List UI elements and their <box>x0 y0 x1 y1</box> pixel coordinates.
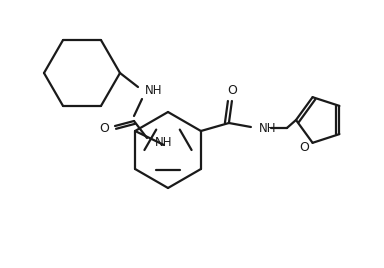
Text: O: O <box>227 84 237 96</box>
Text: NH: NH <box>259 121 276 135</box>
Text: O: O <box>99 122 109 136</box>
Text: NH: NH <box>155 136 172 150</box>
Text: O: O <box>300 141 310 154</box>
Text: NH: NH <box>145 84 162 98</box>
